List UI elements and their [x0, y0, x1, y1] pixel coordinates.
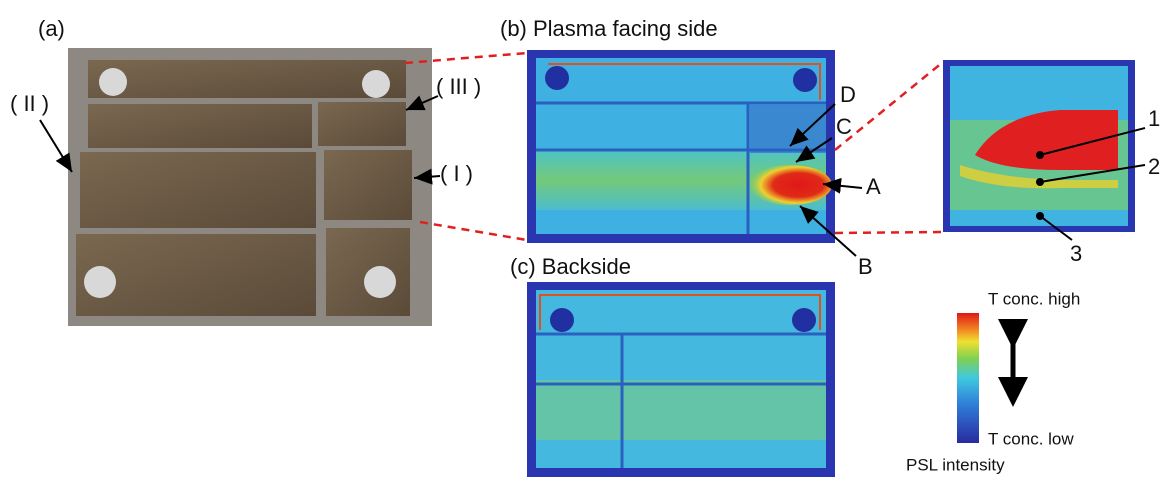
panel-label: (b) Plasma facing side — [500, 16, 718, 41]
point-label: 2 — [1148, 154, 1160, 179]
colorbar-label: T conc. low — [988, 429, 1074, 448]
callout: ( I ) — [440, 161, 473, 186]
heatmap-zoom — [943, 60, 1135, 232]
point-label: 1 — [1148, 106, 1160, 131]
point-label: C — [836, 114, 852, 139]
heatmap — [527, 50, 835, 243]
panel-label: (a) — [38, 16, 65, 41]
colorbar-title: PSL intensity — [906, 455, 1005, 474]
colorbar-label: T conc. high — [988, 289, 1080, 308]
point-label: A — [866, 174, 881, 199]
point-label: D — [840, 82, 856, 107]
colorbar — [957, 313, 979, 443]
point-label: 3 — [1070, 241, 1082, 266]
photo — [68, 48, 432, 326]
callout: ( III ) — [436, 74, 481, 99]
panel-label: (c) Backside — [510, 254, 631, 279]
figure: (a) ( II ) ( III ) ( I ) (b) Plasma faci… — [0, 0, 1168, 484]
heatmap — [527, 282, 835, 477]
arrow — [40, 120, 72, 172]
callout: ( II ) — [10, 91, 49, 116]
point-label: B — [858, 254, 873, 279]
